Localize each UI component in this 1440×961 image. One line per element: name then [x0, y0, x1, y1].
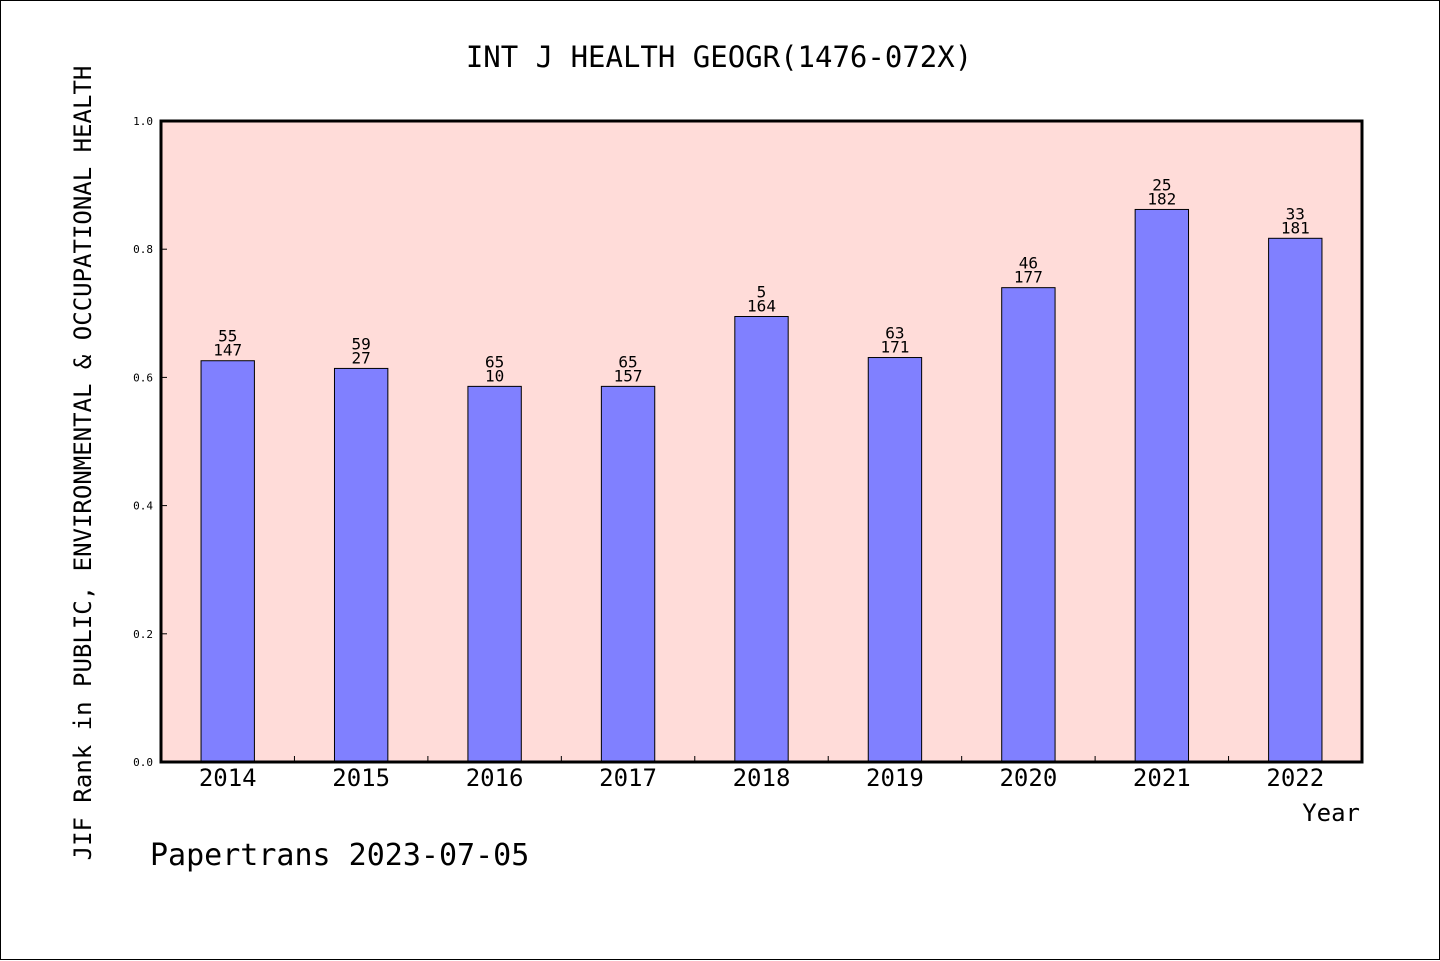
bar-label-top: 65: [485, 352, 504, 371]
bar-label-bottom: 10: [485, 366, 504, 385]
bar-label-bottom: 171: [880, 338, 909, 357]
x-tick-label: 2019: [866, 764, 924, 792]
bar-label-bottom: 27: [352, 348, 371, 367]
bar-label-bottom: 157: [614, 366, 643, 385]
x-axis-label: Year: [1302, 799, 1360, 827]
bar-label-top: 33: [1286, 204, 1305, 223]
bar: [1001, 287, 1056, 763]
bar-label-top: 59: [352, 334, 371, 353]
x-tick-label: 2021: [1133, 764, 1191, 792]
bar-label-bottom: 182: [1147, 189, 1176, 208]
x-axis-ticks: 2014 2015 2016 2017 2018 2019 2020 2021 2022: [199, 756, 1324, 792]
bar: [333, 367, 389, 763]
x-tick-label: 2014: [199, 764, 257, 792]
x-tick-label: 2016: [466, 764, 524, 792]
bar-label-bottom: 177: [1014, 268, 1043, 287]
bar: [1268, 237, 1323, 763]
chart-title: INT J HEALTH GEOGR(1476-072X): [466, 40, 972, 74]
y-tick-label: 0.8: [133, 243, 153, 256]
y-tick-label: 0.4: [133, 500, 153, 513]
x-tick-label: 2017: [599, 764, 657, 792]
y-axis-ticks: 0.0 0.2 0.4 0.6 0.8 1.0: [133, 115, 167, 769]
x-tick-label: 2022: [1266, 764, 1324, 792]
bar: [867, 357, 923, 763]
y-axis-label: JIF Rank in PUBLIC, ENVIRONMENTAL & OCCU…: [69, 66, 97, 861]
bar-label-bottom: 181: [1281, 218, 1310, 237]
bar-label-bottom: 147: [213, 341, 242, 360]
y-tick-label: 0.2: [133, 628, 153, 641]
bar-label-bottom: 164: [747, 297, 776, 316]
x-tick-label: 2015: [332, 764, 390, 792]
bar-label-top: 55: [218, 327, 237, 346]
bar-label-top: 5: [757, 283, 767, 302]
bar-label-top: 46: [1019, 254, 1038, 273]
plot-frame: [159, 119, 1364, 764]
bar: [200, 360, 255, 763]
bar-label-top: 65: [618, 352, 637, 371]
bar: [600, 385, 656, 763]
bar: [467, 385, 522, 763]
y-tick-label: 0.0: [133, 756, 153, 769]
watermark-text: Papertrans 2023-07-05: [150, 838, 529, 873]
bar-label-top: 25: [1152, 175, 1171, 194]
x-tick-label: 2018: [733, 764, 791, 792]
y-tick-label: 1.0: [133, 115, 153, 128]
bar: [734, 316, 789, 763]
bar: [1134, 208, 1190, 763]
y-tick-label: 0.6: [133, 371, 153, 384]
x-tick-label: 2020: [999, 764, 1057, 792]
bar-label-top: 63: [885, 324, 904, 343]
